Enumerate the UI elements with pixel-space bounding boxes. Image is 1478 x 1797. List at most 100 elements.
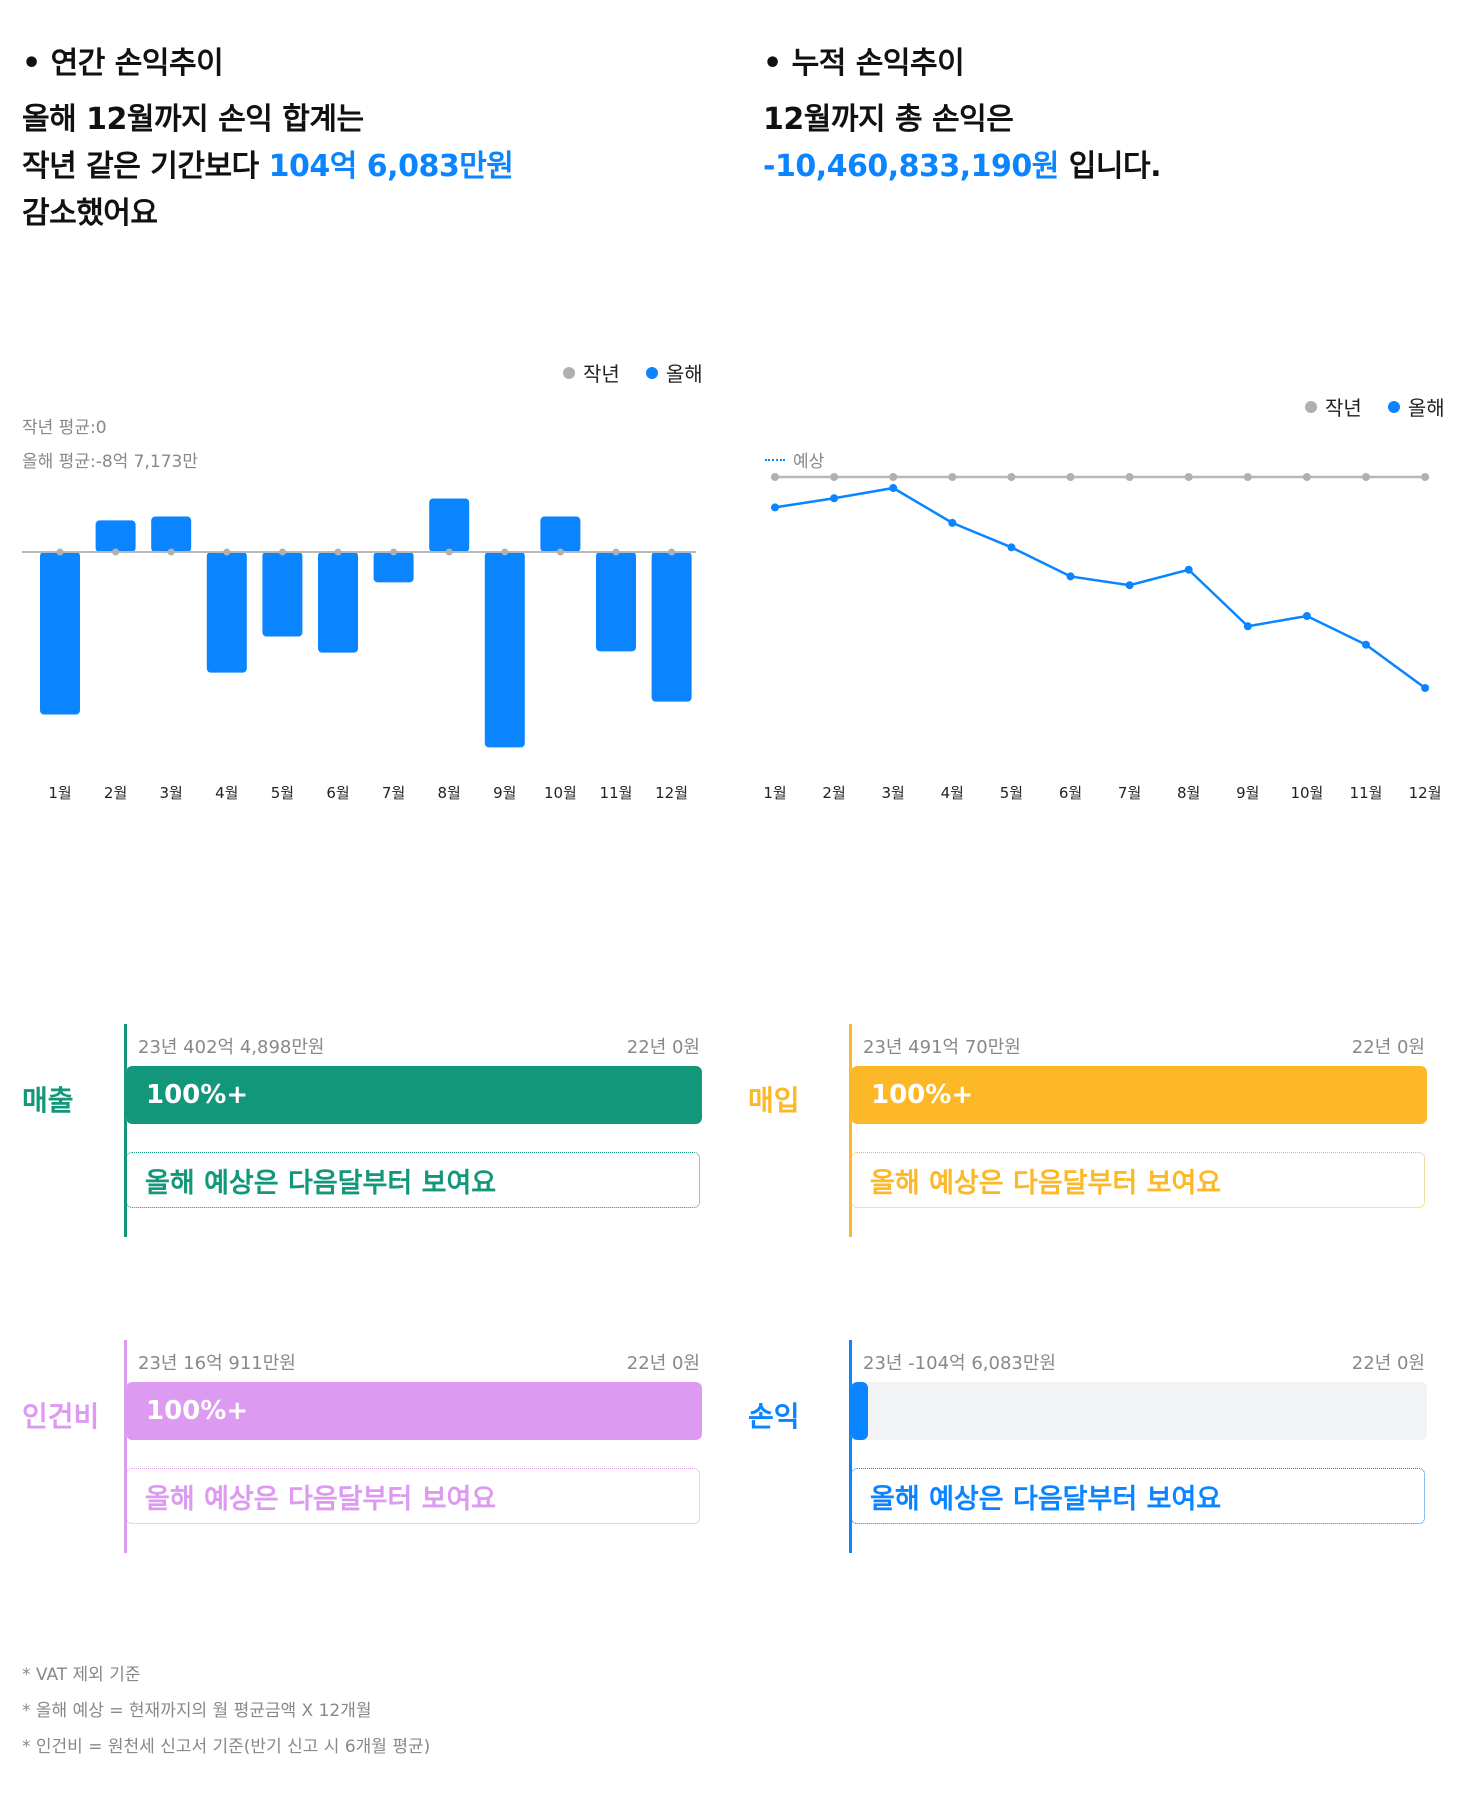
this-year-point [889, 484, 898, 492]
card-forecast-box: 올해 예상은 다음달부터 보여요 [851, 1152, 1425, 1208]
annual-legend: 작년 올해 [563, 358, 703, 387]
legend-last-year-label: 작년 [583, 362, 620, 386]
legend-last-year-dot [1305, 400, 1317, 413]
card-forecast-box: 올해 예상은 다음달부터 보여요 [126, 1468, 700, 1524]
card-forecast-box: 올해 예상은 다음달부터 보여요 [851, 1468, 1425, 1524]
card-title: 매출 [22, 1084, 74, 1117]
x-tick-label: 11월 [600, 784, 633, 802]
cumulative-headline: 12월까지 총 손익은 -10,460,833,190원 입니다. [763, 96, 1162, 190]
x-tick-label: 5월 [271, 784, 294, 802]
x-tick-label: 3월 [882, 784, 905, 802]
card-accent-line [849, 1340, 852, 1553]
bar [596, 552, 636, 652]
x-tick-label: 6월 [326, 784, 349, 802]
annual-headline-line1: 올해 12월까지 손익 합계는 [22, 102, 364, 137]
this-year-point [1302, 611, 1311, 620]
this-year-point [830, 494, 839, 503]
cumulative-legend: 작년 올해 [1305, 392, 1445, 421]
last-year-point [1184, 473, 1193, 481]
x-tick-label: 3월 [160, 784, 183, 802]
x-tick-label: 12월 [655, 784, 688, 802]
this-year-point [1066, 572, 1075, 581]
last-year-point [1421, 473, 1430, 481]
last-year-point [112, 548, 120, 556]
x-tick-label: 1월 [763, 784, 786, 802]
legend-last-year-label: 작년 [1325, 396, 1362, 420]
last-year-point [501, 548, 509, 556]
last-year-point [889, 473, 898, 481]
annual-headline-pre: 작년 같은 기간보다 [22, 149, 269, 184]
cumulative-headline-line1: 12월까지 총 손익은 [763, 102, 1014, 137]
x-tick-label: 10월 [1290, 784, 1323, 802]
last-year-point [1066, 473, 1075, 481]
x-tick-label: 11월 [1350, 784, 1383, 802]
bar [40, 552, 80, 715]
footnote-labor: * 인건비 = 원천세 신고서 기준(반기 신고 시 6개월 평균) [22, 1737, 431, 1757]
bar [540, 516, 581, 552]
avg-last-year: 작년 평균:0 [22, 418, 107, 438]
card-last-year-amount: 22년 0원 [626, 1353, 700, 1374]
bar [206, 552, 247, 673]
x-tick-label: 10월 [544, 784, 577, 802]
card-progress-fill: 100%+ [851, 1066, 1427, 1124]
last-year-point [556, 548, 564, 556]
card-current-year-amount: 23년 402억 4,898만원 [138, 1037, 325, 1058]
card-title: 손익 [748, 1400, 800, 1433]
this-year-point [1421, 684, 1430, 692]
annual-bar-chart: 1월 2월 3월 4월 5월 6월 7월 8월 9월 10월 11월 12월 [22, 498, 696, 802]
bar [318, 552, 358, 653]
last-year-point [1125, 473, 1134, 481]
card-progress-fill: 100%+ [126, 1382, 702, 1440]
card-progress-fill [851, 1382, 869, 1440]
last-year-point [278, 548, 286, 556]
x-tick-label: 7월 [1118, 784, 1141, 802]
cumulative-section-title: • 누적 손익추이 [763, 46, 965, 81]
legend-this-year-dot [645, 366, 658, 379]
legend-this-year-label: 올해 [1407, 396, 1445, 420]
bar [151, 516, 192, 552]
card-last-year-amount: 22년 0원 [626, 1037, 700, 1058]
x-tick-label: 9월 [493, 784, 516, 802]
card-current-year-amount: 23년 491억 70만원 [863, 1037, 1021, 1058]
x-tick-label: 5월 [1000, 784, 1023, 802]
legend-this-year-label: 올해 [665, 362, 703, 386]
card-current-year-amount: 23년 -104억 6,083만원 [863, 1353, 1056, 1374]
last-year-point [1302, 473, 1311, 481]
bar [429, 498, 470, 552]
card-accent-line [124, 1024, 127, 1237]
last-year-point [390, 548, 398, 556]
last-year-point [1007, 473, 1016, 481]
cumulative-headline-post: 입니다. [1058, 149, 1162, 184]
card-accent-line [124, 1340, 127, 1553]
last-year-point [1362, 473, 1370, 481]
this-year-point [948, 518, 957, 527]
annual-headline: 올해 12월까지 손익 합계는 작년 같은 기간보다 104억 6,083만원 … [22, 96, 514, 237]
cumulative-total-amount: -10,460,833,190원 [763, 149, 1059, 184]
this-year-point [1007, 543, 1016, 552]
bar [262, 552, 303, 637]
card-progress-track [851, 1382, 1427, 1440]
card-progress-track: 100%+ [851, 1066, 1427, 1124]
this-year-point [1362, 640, 1370, 649]
x-tick-label: 2월 [822, 784, 845, 802]
last-year-point [771, 473, 779, 481]
this-year-point [1243, 622, 1252, 631]
legend-this-year-dot [1387, 400, 1400, 413]
x-tick-label: 7월 [382, 784, 405, 802]
x-tick-label: 8월 [438, 784, 461, 802]
last-year-point [668, 548, 676, 556]
x-tick-label: 12월 [1409, 784, 1442, 802]
bar [95, 520, 136, 552]
card-last-year-amount: 22년 0원 [1351, 1353, 1425, 1374]
last-year-point [56, 548, 64, 556]
last-year-point [445, 548, 453, 556]
x-tick-label: 8월 [1177, 784, 1200, 802]
cumulative-line-chart: 1월 2월 3월 4월 5월 6월 7월 8월 9월 10월 11월 12월 [763, 473, 1442, 802]
x-tick-label: 9월 [1236, 784, 1259, 802]
x-tick-label: 4월 [215, 784, 238, 802]
last-year-point [334, 548, 342, 556]
x-tick-label: 6월 [1059, 784, 1082, 802]
annual-headline-line2: 작년 같은 기간보다 104억 6,083만원 [22, 143, 514, 190]
last-year-point [948, 473, 957, 481]
card-last-year-amount: 22년 0원 [1351, 1037, 1425, 1058]
